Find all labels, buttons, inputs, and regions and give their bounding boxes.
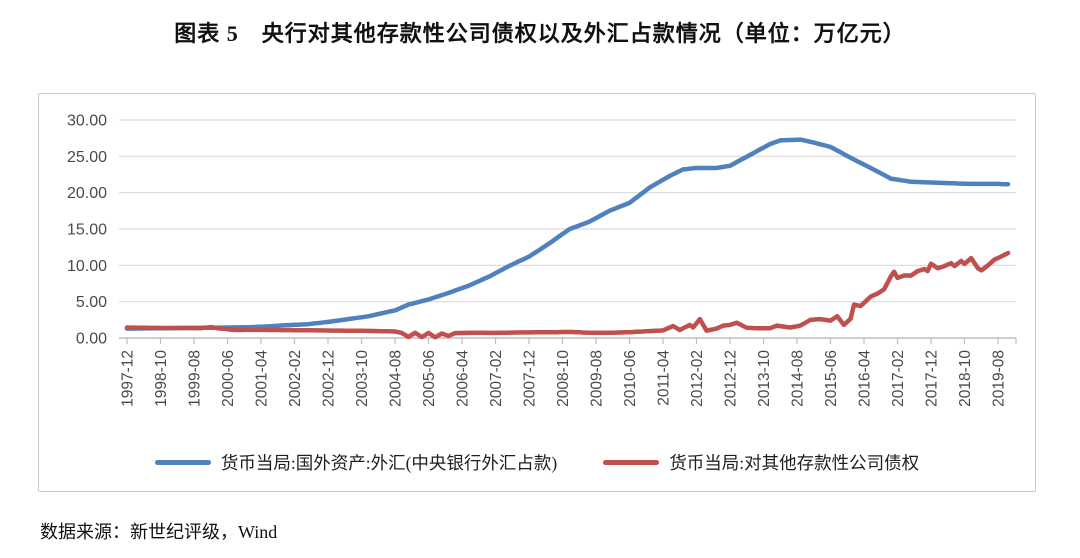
x-axis-tick-label: 2006-04 (455, 350, 472, 407)
x-axis-tick-label: 2016-04 (857, 350, 874, 407)
y-axis-tick-label: 10.00 (67, 258, 107, 275)
y-axis-tick-label: 30.00 (67, 113, 107, 130)
x-axis-tick-label: 2002-02 (287, 350, 304, 407)
x-axis-tick-label: 2004-08 (388, 350, 405, 407)
y-axis-tick-label: 5.00 (76, 294, 107, 311)
x-axis-tick-label: 2010-06 (622, 350, 639, 407)
x-axis-tick-label: 2003-10 (354, 350, 371, 407)
chart-panel: 0.00 5.00 10.00 15.00 20.00 25.00 30.00 1997-12… (38, 93, 1036, 492)
legend-label-odc-claims: 货币当局:对其他存款性公司债权 (669, 453, 920, 473)
x-axis-tick-label: 2007-12 (522, 350, 539, 407)
y-axis-tick-label: 0.00 (76, 331, 107, 348)
x-axis-tick-label: 2009-08 (589, 350, 606, 407)
x-axis-tick-label: 2008-10 (555, 350, 572, 407)
x-axis-tick-label: 1998-10 (153, 350, 170, 407)
x-axis-tick-label: 2011-04 (656, 350, 673, 406)
legend-item-fx-reserves: 货币当局:国外资产:外汇(中央银行外汇占款) (154, 450, 558, 475)
x-axis-tick-label: 1997-12 (120, 350, 137, 407)
legend-label-fx-reserves: 货币当局:国外资产:外汇(中央银行外汇占款) (220, 453, 558, 473)
x-axis-tick-label: 2018-10 (957, 350, 974, 407)
legend-line-icon-red (603, 459, 660, 466)
x-axis-tick-label: 2012-12 (723, 350, 740, 407)
chart-legend: 货币当局:国外资产:外汇(中央银行外汇占款) 货币当局:对其他存款性公司债权 (39, 450, 1035, 475)
legend-item-odc-claims: 货币当局:对其他存款性公司债权 (603, 450, 919, 475)
y-axis-tick-label: 25.00 (67, 149, 107, 166)
series-line-odc-claims (124, 250, 1011, 340)
chart-svg: 0.00 5.00 10.00 15.00 20.00 25.00 30.00 1997-12… (67, 113, 1017, 407)
series-line-fx-reserves (124, 137, 1011, 331)
x-axis-tick-label: 2013-10 (756, 350, 773, 407)
x-axis-tick-label: 2017-12 (924, 350, 941, 407)
x-axis-tick-label: 2017-02 (890, 350, 907, 407)
x-axis-tick-label: 1999-08 (187, 350, 204, 407)
x-axis-tick-label: 2005-06 (421, 350, 438, 407)
y-axis-tick-label: 15.00 (67, 222, 107, 239)
x-axis-tick-label: 2001-04 (254, 350, 271, 407)
data-source-note: 数据来源：新世纪评级，Wind (40, 522, 278, 542)
x-axis-tick-label: 2015-06 (823, 350, 840, 407)
x-axis-tick-label: 2002-12 (321, 350, 338, 407)
x-axis-tick-label: 2007-02 (488, 350, 505, 407)
x-axis-tick-label: 2014-08 (790, 350, 807, 407)
chart-title: 图表 5 央行对其他存款性公司债权以及外汇占款情况（单位：万亿元） (174, 21, 906, 46)
x-axis-tick-label: 2000-06 (220, 350, 237, 407)
x-axis-tick-label: 2019-08 (991, 350, 1008, 407)
legend-line-icon-blue (154, 459, 211, 466)
x-axis-tick-label: 2012-02 (689, 350, 706, 407)
y-axis-tick-label: 20.00 (67, 185, 107, 202)
